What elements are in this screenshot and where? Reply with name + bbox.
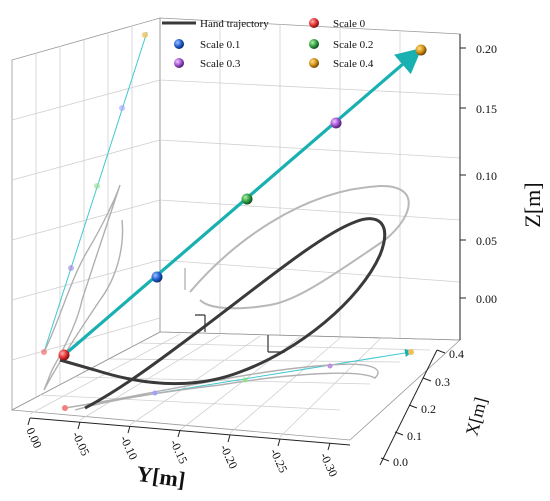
y-tick-label: -0.15 — [167, 437, 190, 466]
legend-ball-scale-0 — [309, 18, 319, 28]
legend-label: Scale 0.2 — [333, 39, 373, 51]
legend-ball-scale-0-4 — [309, 58, 319, 68]
scale-point-0-1 — [151, 271, 163, 283]
legend-ball-scale-0-3 — [174, 58, 184, 68]
y-tick-label: -0.30 — [317, 450, 340, 479]
z-axis-label: Z[m] — [520, 182, 545, 227]
y-tick-label: -0.25 — [267, 446, 290, 475]
y-tick-label: -0.20 — [217, 442, 240, 471]
back-wall-grid — [159, 17, 461, 341]
z-tick-label: 0.15 — [476, 102, 497, 116]
scale-points — [58, 44, 427, 361]
legend-label: Scale 0.4 — [333, 58, 374, 70]
z-tick-label: 0.10 — [476, 169, 497, 183]
projected-scale-line-left — [43, 31, 148, 353]
legend-label: Scale 0.3 — [200, 58, 241, 70]
projection-floor — [62, 349, 414, 411]
x-tick-label: 0.1 — [407, 429, 422, 443]
legend-ball-scale-0-2 — [309, 39, 319, 49]
scale-point-0-3 — [330, 117, 342, 129]
scale-line — [61, 47, 422, 358]
scale-point-0-4 — [415, 44, 427, 56]
x-axis: 0.4 0.3 0.2 0.1 0.0 X[m] — [379, 347, 491, 469]
scale-point-0-2 — [241, 193, 253, 205]
z-tick-label: 0.05 — [476, 234, 497, 248]
y-tick-label: -0.10 — [117, 433, 140, 462]
y-tick-label: -0.05 — [69, 429, 92, 458]
z-tick-label: 0.20 — [476, 42, 497, 56]
z-tick-label: 0.00 — [476, 292, 497, 306]
x-tick-label: 0.2 — [421, 402, 436, 416]
x-tick-label: 0.4 — [449, 347, 464, 361]
y-tick-label: 0.00 — [23, 425, 45, 450]
legend: Hand trajectory Scale 0 Scale 0.1 Scale … — [162, 18, 374, 70]
legend-label: Hand trajectory — [200, 18, 269, 30]
y-axis-label: Y[m] — [135, 461, 187, 493]
x-tick-label: 0.0 — [393, 455, 408, 469]
z-axis: 0.20 0.15 0.10 0.05 0.00 Z[m] — [459, 34, 545, 340]
scale-point-0 — [58, 349, 70, 361]
x-tick-label: 0.3 — [435, 375, 450, 389]
projection-back — [184, 184, 410, 310]
legend-label: Scale 0.1 — [200, 39, 240, 51]
legend-ball-scale-0-1 — [174, 39, 184, 49]
hand-trajectory — [59, 217, 387, 410]
left-wall-grid — [11, 17, 161, 411]
y-axis: 0.00 -0.05 -0.10 -0.15 -0.20 -0.25 -0.30… — [23, 417, 351, 493]
projection-left — [41, 31, 148, 391]
x-axis-label: X[m] — [461, 395, 490, 438]
legend-label: Scale 0 — [333, 18, 366, 30]
